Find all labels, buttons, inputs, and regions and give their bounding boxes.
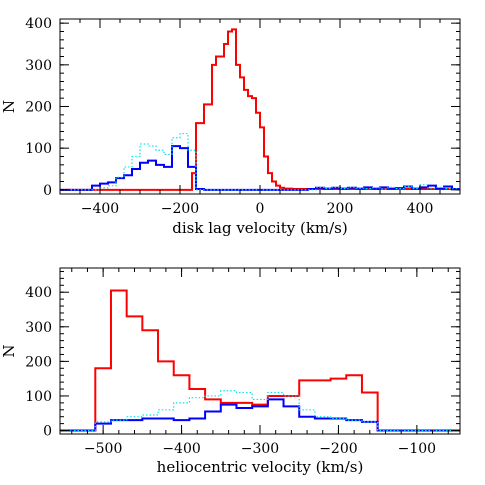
- y-tick-label: 200: [25, 100, 52, 116]
- dotted-cyan-histogram-series: [60, 132, 460, 191]
- x-tick-label: −200: [161, 201, 199, 217]
- x-tick-label: 0: [256, 201, 265, 217]
- x-tick-label: 400: [407, 201, 434, 217]
- y-tick-label: 100: [25, 141, 52, 157]
- heliocentric-histogram-panel: −500 −400 −300 −200 −100 0 100 200 300 400 helioce…: [0, 267, 461, 476]
- y-tick-label: 0: [43, 183, 52, 199]
- y-tick-label: 200: [25, 354, 52, 370]
- y-tick-label: 400: [25, 285, 52, 301]
- x-tick-label: −400: [162, 441, 200, 457]
- red-histogram-series: [60, 28, 460, 191]
- y-tick-label: 300: [25, 58, 52, 74]
- x-tick-label: −100: [398, 441, 436, 457]
- disk-lag-histogram-panel: −400 −200 0 200 400 0 100 200 300 400 disk lag vel…: [0, 16, 461, 237]
- y-tick-label: 300: [25, 320, 52, 336]
- y-axis-label: N: [0, 100, 18, 113]
- x-tick-label: −400: [81, 201, 119, 217]
- x-tick-label: −300: [241, 441, 279, 457]
- plot-frame: [59, 267, 461, 435]
- x-tick-label: −200: [319, 441, 357, 457]
- x-tick-label: −500: [84, 441, 122, 457]
- y-tick-label: 0: [43, 424, 52, 440]
- y-axis-label: N: [0, 344, 18, 357]
- dotted-cyan-histogram-series: [60, 390, 460, 432]
- x-tick-label: 200: [327, 201, 354, 217]
- red-histogram-series: [60, 289, 460, 432]
- y-tick-label: 100: [25, 389, 52, 405]
- blue-histogram-series: [60, 145, 460, 191]
- x-axis-label: heliocentric velocity (km/s): [157, 458, 364, 476]
- y-tick-label: 400: [25, 16, 52, 32]
- plot-frame: [59, 18, 461, 195]
- x-axis-label: disk lag velocity (km/s): [172, 219, 347, 237]
